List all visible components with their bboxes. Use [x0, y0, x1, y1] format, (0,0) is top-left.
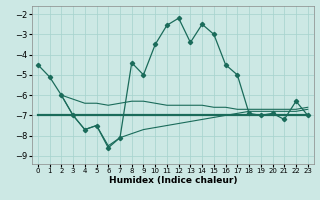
X-axis label: Humidex (Indice chaleur): Humidex (Indice chaleur) [108, 176, 237, 185]
